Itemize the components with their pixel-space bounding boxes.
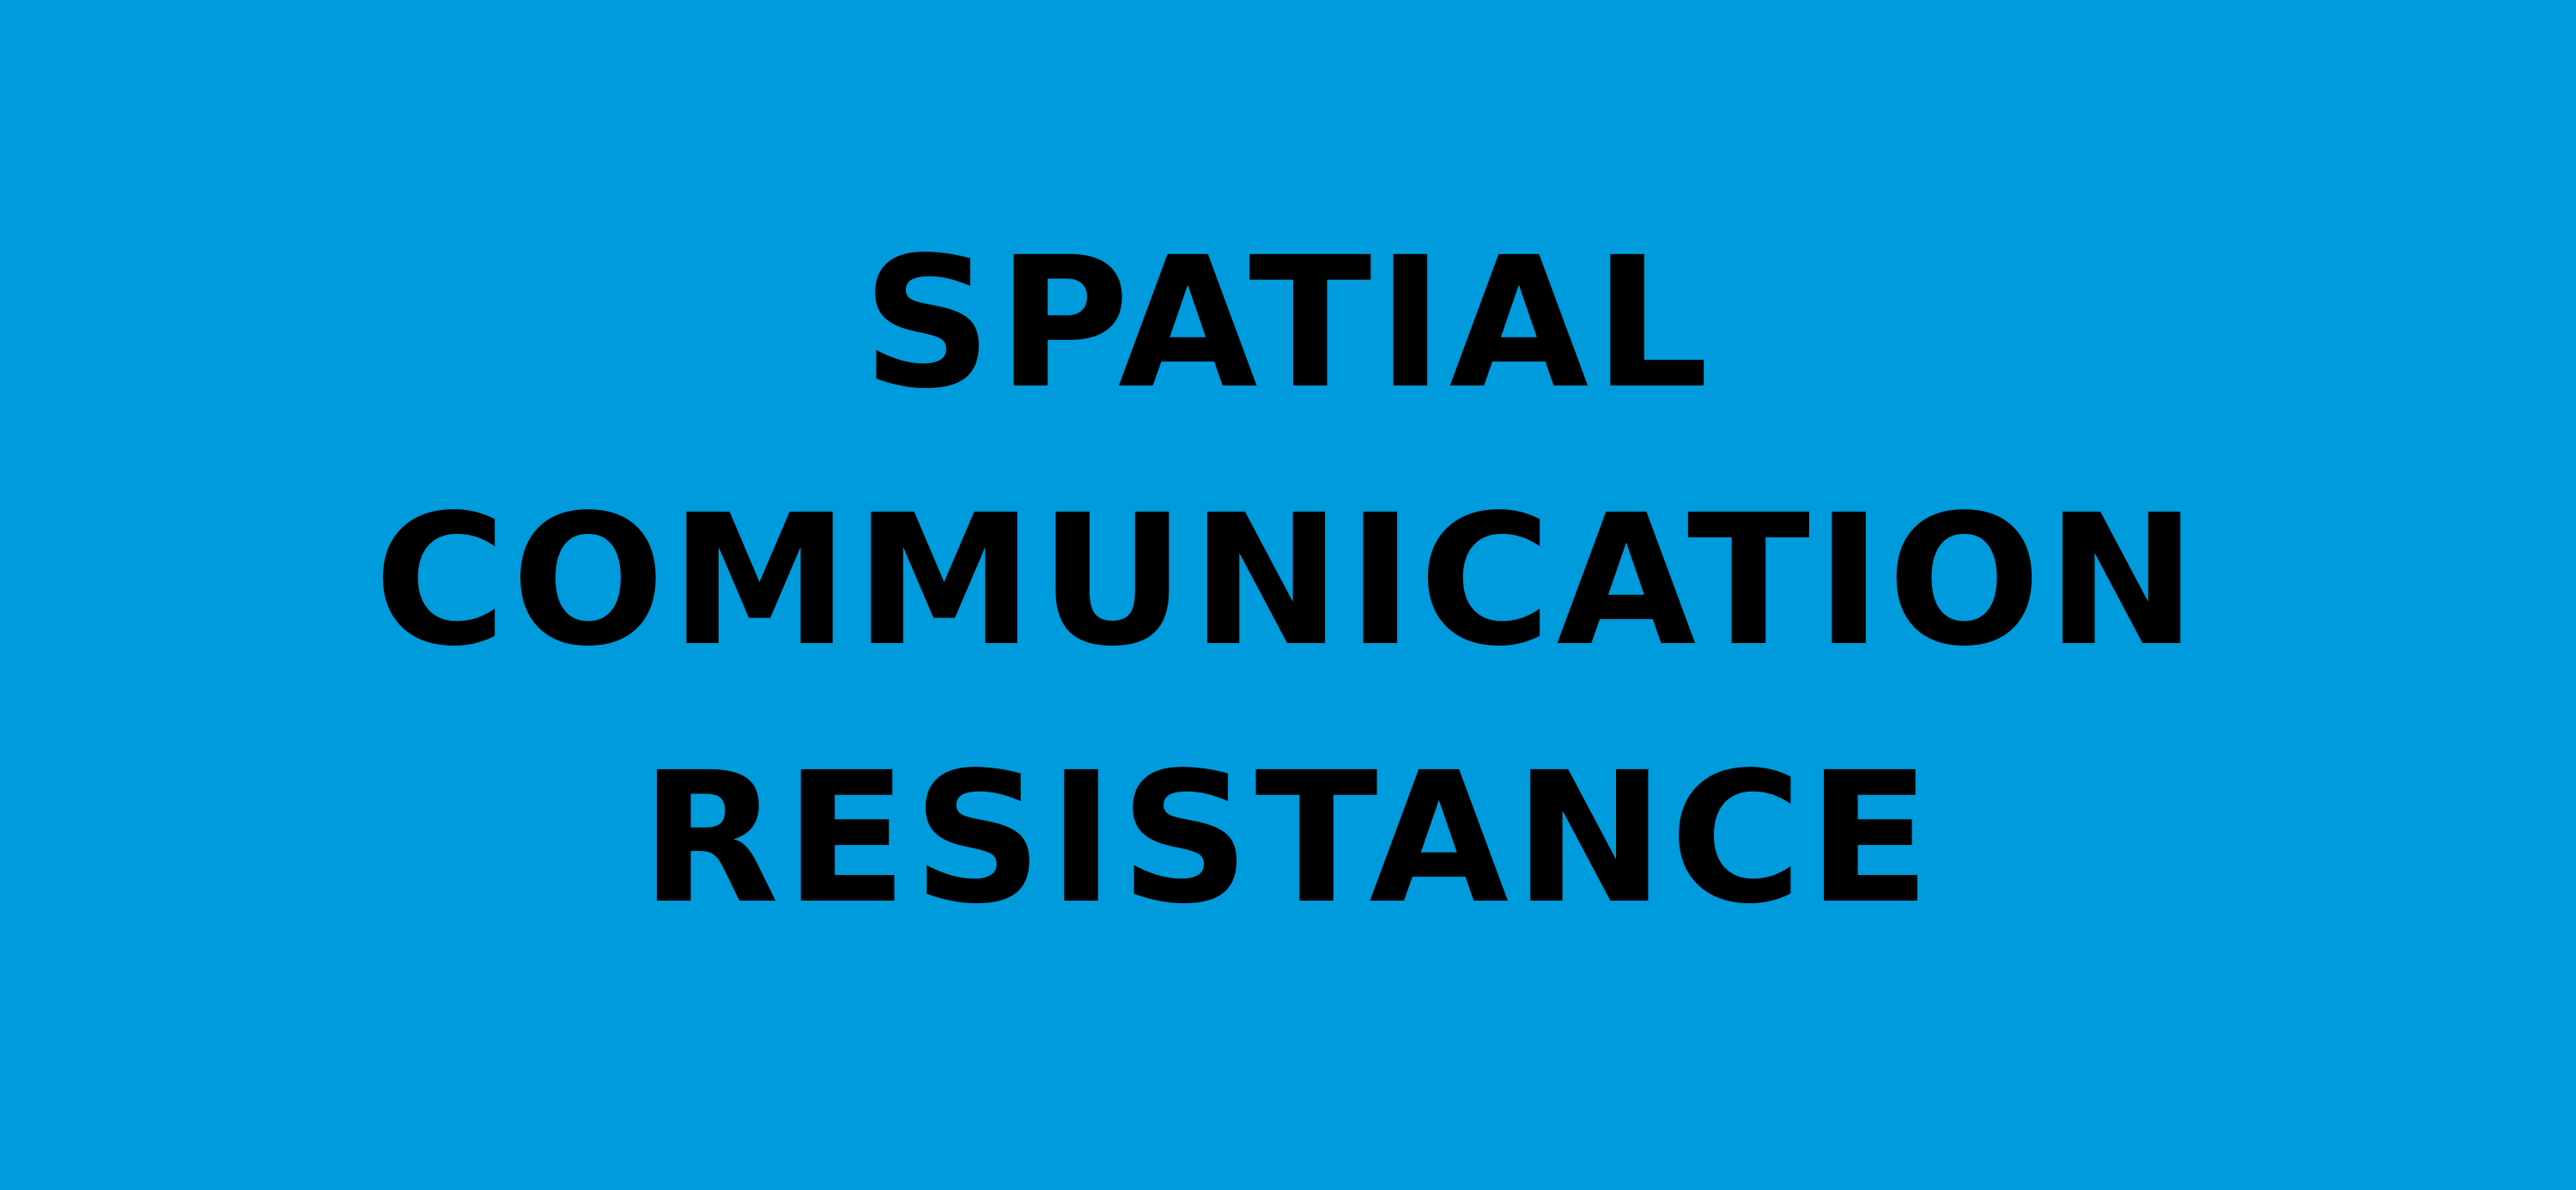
title-line-1: SPATIAL: [862, 218, 1714, 428]
title-line-2: COMMUNICATION: [374, 476, 2202, 686]
title-line-3: RESISTANCE: [640, 733, 1936, 944]
